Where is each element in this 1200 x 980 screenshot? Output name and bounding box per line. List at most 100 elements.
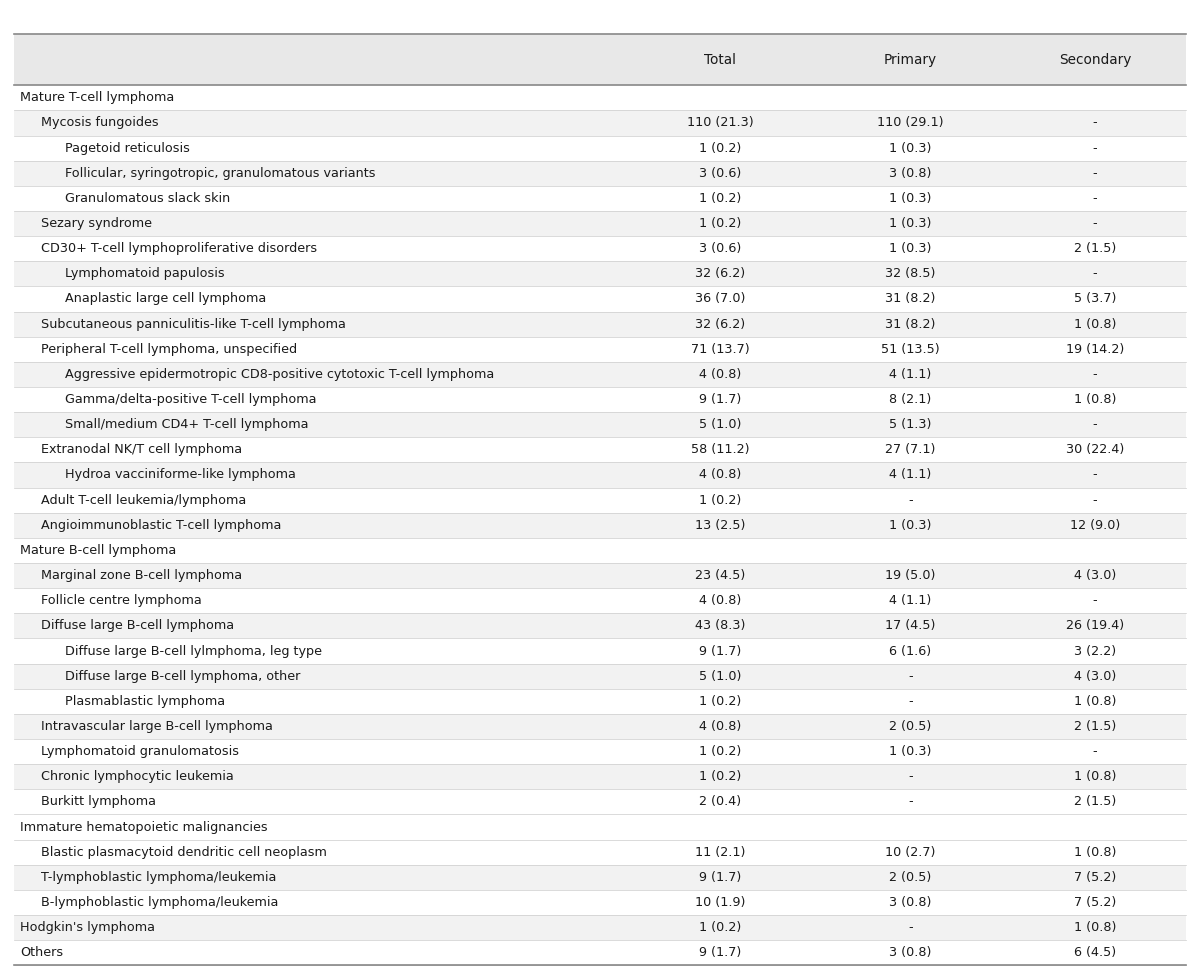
Text: -: - xyxy=(908,494,913,507)
Text: 9 (1.7): 9 (1.7) xyxy=(698,871,742,884)
Text: 7 (5.2): 7 (5.2) xyxy=(1074,896,1116,908)
Text: Peripheral T-cell lymphoma, unspecified: Peripheral T-cell lymphoma, unspecified xyxy=(41,343,296,356)
Bar xyxy=(14,488,1186,513)
Bar xyxy=(14,915,1186,940)
Bar xyxy=(14,613,1186,638)
Text: 9 (1.7): 9 (1.7) xyxy=(698,393,742,406)
Bar xyxy=(14,814,1186,840)
Text: 6 (4.5): 6 (4.5) xyxy=(1074,947,1116,959)
Text: Sezary syndrome: Sezary syndrome xyxy=(41,217,152,230)
Text: 32 (6.2): 32 (6.2) xyxy=(695,318,745,330)
Text: Pagetoid reticulosis: Pagetoid reticulosis xyxy=(65,142,190,155)
Bar xyxy=(14,337,1186,362)
Text: 7 (5.2): 7 (5.2) xyxy=(1074,871,1116,884)
Text: Burkitt lymphoma: Burkitt lymphoma xyxy=(41,796,156,808)
Text: 19 (14.2): 19 (14.2) xyxy=(1066,343,1124,356)
Bar xyxy=(14,111,1186,135)
Text: -: - xyxy=(908,669,913,683)
Bar xyxy=(14,85,1186,111)
Bar xyxy=(14,387,1186,413)
Bar xyxy=(14,638,1186,663)
Text: Mycosis fungoides: Mycosis fungoides xyxy=(41,117,158,129)
Text: 2 (0.4): 2 (0.4) xyxy=(698,796,742,808)
Text: -: - xyxy=(1092,468,1097,481)
Text: -: - xyxy=(1092,745,1097,759)
Text: 2 (1.5): 2 (1.5) xyxy=(1074,720,1116,733)
Text: Anaplastic large cell lymphoma: Anaplastic large cell lymphoma xyxy=(65,292,266,306)
Text: Mature T-cell lymphoma: Mature T-cell lymphoma xyxy=(20,91,175,104)
Bar xyxy=(14,186,1186,211)
Text: Chronic lymphocytic leukemia: Chronic lymphocytic leukemia xyxy=(41,770,234,783)
Text: 9 (1.7): 9 (1.7) xyxy=(698,947,742,959)
Text: -: - xyxy=(908,770,913,783)
Bar xyxy=(14,286,1186,312)
Text: 31 (8.2): 31 (8.2) xyxy=(886,318,936,330)
Text: 3 (0.8): 3 (0.8) xyxy=(889,167,931,179)
Text: 4 (1.1): 4 (1.1) xyxy=(889,594,931,608)
Bar xyxy=(14,840,1186,864)
Text: 2 (1.5): 2 (1.5) xyxy=(1074,796,1116,808)
Text: 17 (4.5): 17 (4.5) xyxy=(886,619,936,632)
Text: 4 (1.1): 4 (1.1) xyxy=(889,468,931,481)
Text: 4 (0.8): 4 (0.8) xyxy=(698,720,742,733)
Text: 4 (1.1): 4 (1.1) xyxy=(889,368,931,381)
Text: 1 (0.2): 1 (0.2) xyxy=(698,192,742,205)
Text: 36 (7.0): 36 (7.0) xyxy=(695,292,745,306)
Text: Marginal zone B-cell lymphoma: Marginal zone B-cell lymphoma xyxy=(41,569,242,582)
Text: 5 (1.0): 5 (1.0) xyxy=(698,669,742,683)
Text: T-lymphoblastic lymphoma/leukemia: T-lymphoblastic lymphoma/leukemia xyxy=(41,871,276,884)
Text: 31 (8.2): 31 (8.2) xyxy=(886,292,936,306)
Text: Lymphomatoid papulosis: Lymphomatoid papulosis xyxy=(65,268,224,280)
Text: 71 (13.7): 71 (13.7) xyxy=(691,343,749,356)
Text: -: - xyxy=(1092,368,1097,381)
Bar xyxy=(14,413,1186,437)
Text: 8 (2.1): 8 (2.1) xyxy=(889,393,931,406)
Text: Extranodal NK/T cell lymphoma: Extranodal NK/T cell lymphoma xyxy=(41,443,242,457)
Text: 1 (0.2): 1 (0.2) xyxy=(698,142,742,155)
Bar xyxy=(14,789,1186,814)
Text: -: - xyxy=(1092,494,1097,507)
Text: Secondary: Secondary xyxy=(1058,53,1132,67)
Text: Plasmablastic lymphoma: Plasmablastic lymphoma xyxy=(65,695,224,708)
Text: -: - xyxy=(908,796,913,808)
Text: 1 (0.2): 1 (0.2) xyxy=(698,695,742,708)
Bar xyxy=(14,739,1186,764)
Text: Granulomatous slack skin: Granulomatous slack skin xyxy=(65,192,230,205)
Text: Total: Total xyxy=(704,53,736,67)
Bar xyxy=(14,211,1186,236)
Bar xyxy=(14,513,1186,538)
Text: Angioimmunoblastic T-cell lymphoma: Angioimmunoblastic T-cell lymphoma xyxy=(41,518,281,532)
Text: 1 (0.8): 1 (0.8) xyxy=(1074,846,1116,858)
Text: Blastic plasmacytoid dendritic cell neoplasm: Blastic plasmacytoid dendritic cell neop… xyxy=(41,846,326,858)
Text: 19 (5.0): 19 (5.0) xyxy=(886,569,936,582)
Text: Diffuse large B-cell lylmphoma, leg type: Diffuse large B-cell lylmphoma, leg type xyxy=(65,645,322,658)
Text: 5 (1.3): 5 (1.3) xyxy=(889,418,931,431)
Text: Aggressive epidermotropic CD8-positive cytotoxic T-cell lymphoma: Aggressive epidermotropic CD8-positive c… xyxy=(65,368,494,381)
Text: 9 (1.7): 9 (1.7) xyxy=(698,645,742,658)
Bar xyxy=(14,262,1186,286)
Text: 11 (2.1): 11 (2.1) xyxy=(695,846,745,858)
Bar xyxy=(14,864,1186,890)
Text: 2 (0.5): 2 (0.5) xyxy=(889,720,931,733)
Text: 4 (3.0): 4 (3.0) xyxy=(1074,669,1116,683)
Text: 3 (0.6): 3 (0.6) xyxy=(698,167,742,179)
Text: Mature B-cell lymphoma: Mature B-cell lymphoma xyxy=(20,544,176,557)
Bar xyxy=(14,713,1186,739)
Text: 3 (0.8): 3 (0.8) xyxy=(889,947,931,959)
Text: 30 (22.4): 30 (22.4) xyxy=(1066,443,1124,457)
Text: 4 (3.0): 4 (3.0) xyxy=(1074,569,1116,582)
Text: Small/medium CD4+ T-cell lymphoma: Small/medium CD4+ T-cell lymphoma xyxy=(65,418,308,431)
Text: 5 (1.0): 5 (1.0) xyxy=(698,418,742,431)
Text: -: - xyxy=(1092,418,1097,431)
Text: 1 (0.2): 1 (0.2) xyxy=(698,494,742,507)
Bar xyxy=(14,890,1186,915)
Text: 4 (0.8): 4 (0.8) xyxy=(698,594,742,608)
Text: 1 (0.8): 1 (0.8) xyxy=(1074,921,1116,934)
Text: 51 (13.5): 51 (13.5) xyxy=(881,343,940,356)
Text: 6 (1.6): 6 (1.6) xyxy=(889,645,931,658)
Text: 1 (0.2): 1 (0.2) xyxy=(698,217,742,230)
Bar xyxy=(14,463,1186,488)
Text: Others: Others xyxy=(20,947,64,959)
Text: -: - xyxy=(1092,117,1097,129)
Text: 1 (0.3): 1 (0.3) xyxy=(889,242,931,255)
